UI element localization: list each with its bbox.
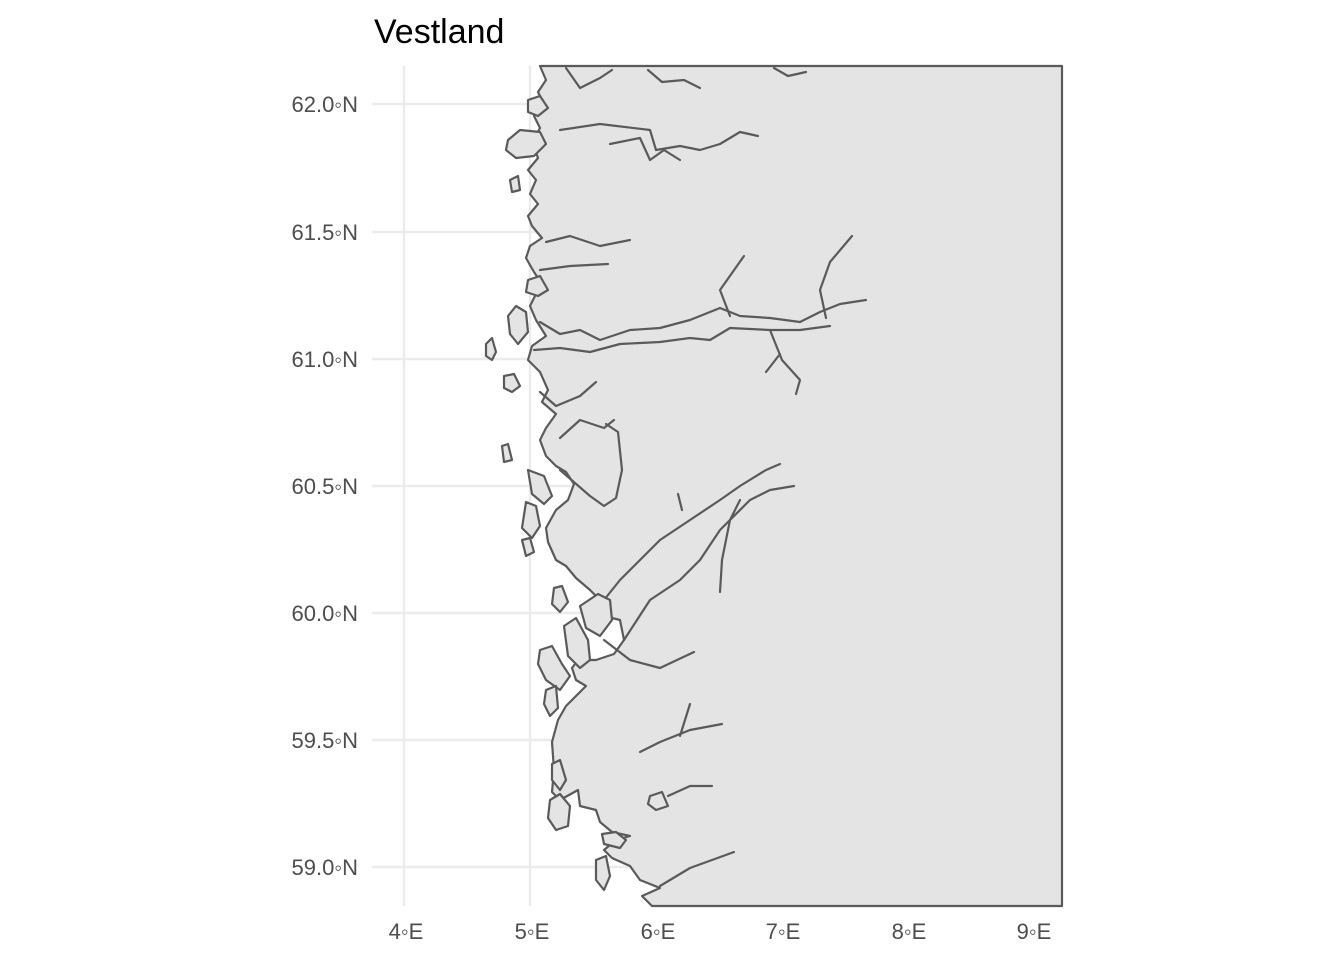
forde-fjord <box>544 234 632 248</box>
y-tick-label: 59.0◦N <box>291 855 358 880</box>
y-tick-label: 61.5◦N <box>291 220 358 245</box>
island-bomlo-south <box>542 684 560 718</box>
osterfjord <box>558 418 616 440</box>
y-tick-label: 61.0◦N <box>291 347 358 372</box>
island-radoy <box>526 468 554 506</box>
island-bomlo <box>536 644 572 692</box>
island-stad <box>504 128 548 160</box>
dalsfjord <box>538 262 610 272</box>
bjornafjord <box>602 638 696 670</box>
y-tick-label: 60.5◦N <box>291 474 358 499</box>
island-askoy <box>520 500 542 540</box>
akrafjord <box>638 722 724 754</box>
sorfjord-loop <box>558 422 624 508</box>
hardangerfjord <box>602 462 782 602</box>
island-south-edge <box>594 854 612 892</box>
northern-fjord-arms <box>564 66 614 90</box>
nordfjord <box>558 122 760 152</box>
sognefjord <box>538 298 868 342</box>
island-south-small <box>600 830 628 850</box>
island-karmoy-north <box>550 758 568 792</box>
x-tick-label: 8◦E <box>892 919 927 944</box>
y-tick-label: 62.0◦N <box>291 92 358 117</box>
islands <box>484 94 670 892</box>
map-title: Vestland <box>374 13 504 51</box>
island-solund <box>506 304 530 346</box>
sognefjord-south-shore <box>532 324 832 354</box>
island-solund-west <box>484 336 498 362</box>
x-tick-label: 6◦E <box>641 919 676 944</box>
northern-fjord-arm-3 <box>772 66 808 78</box>
fensfjord <box>538 380 598 408</box>
southern-fjord-arm <box>666 784 714 798</box>
aurlandsfjord-west <box>764 352 782 374</box>
island-north-outer <box>508 174 522 194</box>
akrafjord-north <box>678 702 692 738</box>
x-tick-label: 9◦E <box>1017 919 1052 944</box>
island-stord <box>562 616 592 670</box>
lusterfjord <box>818 234 854 320</box>
fjords <box>532 66 868 888</box>
southern-fjord <box>658 850 736 888</box>
x-tick-label: 7◦E <box>766 919 801 944</box>
x-axis: 4◦E 5◦E 6◦E 7◦E 8◦E 9◦E <box>389 919 1052 944</box>
fjaerlandsfjord <box>718 254 746 318</box>
y-tick-label: 60.0◦N <box>291 601 358 626</box>
aurlandsfjord <box>768 328 802 396</box>
hardangerfjord-south-shore <box>622 484 796 642</box>
island-tysnes <box>578 592 614 638</box>
island-austevoll <box>550 584 570 614</box>
island-fedje <box>502 372 522 394</box>
island-holmengra <box>500 442 514 464</box>
northern-fjord-arm-2 <box>646 68 702 90</box>
y-axis: 62.0◦N 61.5◦N 61.0◦N 60.5◦N 60.0◦N 59.5◦… <box>291 92 358 880</box>
y-tick-label: 59.5◦N <box>291 728 358 753</box>
nordfjord-branch <box>608 136 682 162</box>
x-tick-label: 5◦E <box>515 919 550 944</box>
eidfjord-arm <box>676 492 684 512</box>
island-bremanger <box>524 274 550 298</box>
island-karmoy <box>546 792 572 832</box>
island-small-north <box>526 94 550 118</box>
x-tick-label: 4◦E <box>389 919 424 944</box>
sorfjorden-hardanger <box>718 498 742 594</box>
island-fjord-inner <box>646 790 670 812</box>
island-sotra <box>520 536 536 558</box>
